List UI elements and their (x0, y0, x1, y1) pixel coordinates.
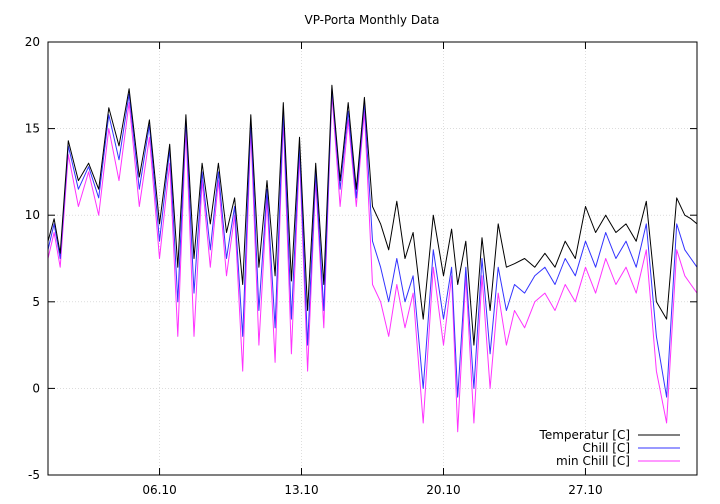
x-tick-label: 20.10 (426, 483, 460, 497)
series-layer (47, 84, 698, 433)
y-tick-label: -5 (28, 468, 40, 482)
y-tick-label: 15 (25, 122, 40, 136)
tick-layer: -5 0 5 10 15 20 06.10 13.10 20.10 27.10 (25, 35, 697, 497)
legend: Temperatur [C]Chill [C]min Chill [C] (539, 428, 680, 468)
y-tick-label: 10 (25, 208, 40, 222)
y-tick-label: 20 (25, 35, 40, 49)
x-tick-label: 13.10 (284, 483, 318, 497)
legend-label: Chill [C] (582, 441, 630, 455)
legend-label: Temperatur [C] (539, 428, 630, 442)
y-tick-label: 5 (32, 295, 40, 309)
series-line-0 (47, 84, 698, 346)
grid (48, 42, 697, 475)
plot-frame (47, 41, 698, 476)
series-line-1 (47, 88, 698, 398)
chart-title: VP-Porta Monthly Data (305, 13, 440, 27)
x-tick-label: 27.10 (568, 483, 602, 497)
legend-label: min Chill [C] (556, 454, 630, 468)
x-tick-label: 06.10 (142, 483, 176, 497)
series-line-2 (47, 93, 698, 433)
y-tick-label: 0 (32, 381, 40, 395)
